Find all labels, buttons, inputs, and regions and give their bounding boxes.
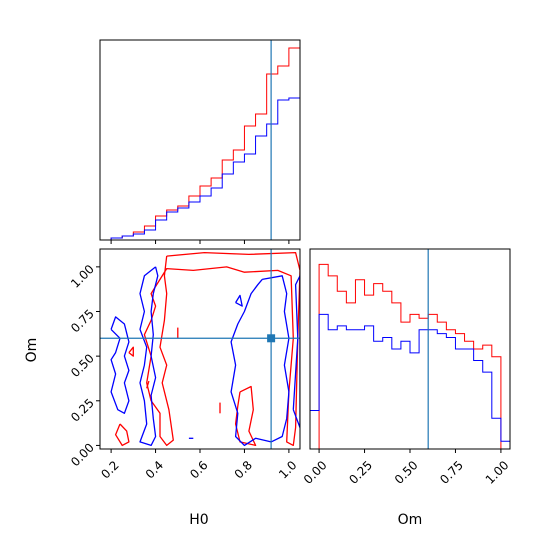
y-axis-label-om: Om <box>24 338 40 363</box>
contour-blue-2 <box>110 316 130 414</box>
x-tick-label: 0.75 <box>437 458 466 487</box>
x-tick-label: 0.00 <box>301 458 330 487</box>
histogram-step-blue <box>110 97 301 240</box>
contour-red-2 <box>114 423 130 447</box>
contour-red-3 <box>128 346 134 357</box>
contour-blue-3 <box>235 294 243 307</box>
y-tick-label: 0.00 <box>68 440 97 469</box>
contour-red-6 <box>146 380 150 389</box>
panel-frame <box>99 39 301 241</box>
contour-lines <box>110 251 300 447</box>
histogram-step-red <box>110 47 301 240</box>
x-axis-label-h0: H0 <box>189 512 208 528</box>
x-tick-label: 0.2 <box>98 458 121 481</box>
y-tick-label: 0.25 <box>68 396 97 425</box>
x-tick-label: 0.6 <box>187 458 210 481</box>
h0-om-contour-panel: 0.2 0.4 0.6 0.8 1.0 0.00 0.25 0.50 0.75 1.00 <box>68 248 301 481</box>
histogram-step-blue <box>309 313 511 449</box>
x-tick-label: 0.25 <box>346 458 375 487</box>
contour-red-0 <box>143 251 300 447</box>
x-axis-label-om: Om <box>398 512 423 528</box>
y-tick-label: 0.75 <box>68 307 97 336</box>
x-tick-label: 0.4 <box>143 458 166 481</box>
x-tick-label: 1.0 <box>276 458 299 481</box>
om-histogram-panel: 0.00 0.25 0.50 0.75 1.00 <box>301 248 512 487</box>
h0-histogram-panel <box>99 39 301 244</box>
x-tick-label: 1.00 <box>483 458 512 487</box>
y-tick-label: 0.50 <box>68 351 97 380</box>
y-tick-label: 1.00 <box>68 262 97 291</box>
contour-blue-4 <box>292 275 300 429</box>
truth-marker <box>267 334 276 343</box>
histogram-step-red <box>310 263 510 450</box>
panel-frame <box>99 248 301 450</box>
x-tick-label: 0.50 <box>392 458 421 487</box>
contour-blue-1 <box>230 275 290 447</box>
contour-blue-0 <box>139 266 159 447</box>
contour-red-1 <box>234 385 257 447</box>
x-tick-label: 0.8 <box>232 458 255 481</box>
